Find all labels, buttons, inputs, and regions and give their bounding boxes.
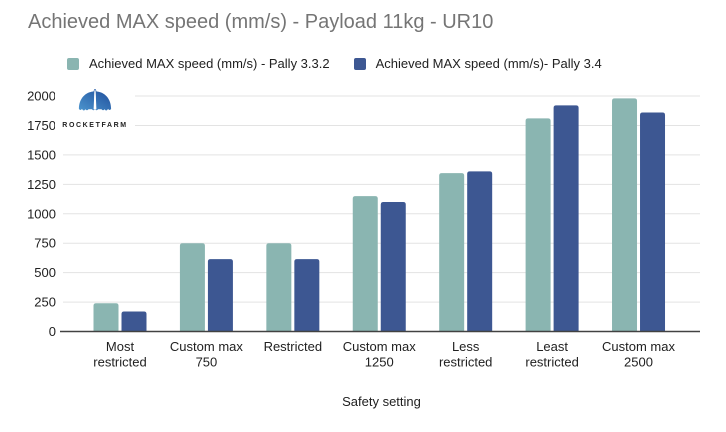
bar [439,173,465,332]
legend-item-pally-34: Achieved MAX speed (mm/s)- Pally 3.4 [353,56,602,71]
y-tick-label: 0 [49,324,56,339]
y-tick-label: 500 [34,265,56,280]
rocketfarm-logo-text: ROCKETFARM [62,122,128,129]
bar [294,259,320,332]
x-category-label: Custom max [343,339,416,354]
legend-label-pally-332: Achieved MAX speed (mm/s) - Pally 3.3.2 [89,56,330,71]
bar [640,112,666,332]
bar [179,243,205,332]
legend-item-pally-332: Achieved MAX speed (mm/s) - Pally 3.3.2 [67,56,330,71]
x-category-label: restricted [439,355,492,370]
bar [467,171,493,332]
x-category-label: Most [106,339,135,354]
x-category-label: 2500 [624,355,653,370]
bar [553,105,579,332]
legend-swatch-pally-34 [353,57,366,70]
y-tick-label: 1500 [27,147,56,162]
legend-label-pally-34: Achieved MAX speed (mm/s)- Pally 3.4 [375,56,602,71]
bar [121,311,147,332]
y-tick-label: 1250 [27,177,56,192]
x-category-label: restricted [525,355,578,370]
bar [266,243,292,332]
bar [612,98,638,332]
bar [380,201,406,332]
chart-title: Achieved MAX speed (mm/s) - Payload 11kg… [28,11,494,33]
rocketfarm-logo-icon [78,88,112,111]
x-category-label: Restricted [264,339,323,354]
legend: Achieved MAX speed (mm/s) - Pally 3.3.2 … [67,56,602,71]
y-tick-label: 2000 [27,89,56,104]
rocketfarm-logo: ROCKETFARM [55,86,135,131]
bar [352,196,378,332]
x-category-label: Custom max [602,339,675,354]
x-category-label: 750 [196,355,218,370]
bar [525,118,551,332]
x-category-label: restricted [93,355,146,370]
bar [207,259,233,332]
bar [93,303,119,332]
x-category-label: Less [452,339,480,354]
y-tick-label: 1750 [27,118,56,133]
x-category-label: Least [536,339,568,354]
x-category-label: Custom max [170,339,243,354]
x-axis-title: Safety setting [342,394,421,409]
y-tick-label: 1000 [27,206,56,221]
legend-swatch-pally-332 [67,57,79,70]
y-tick-label: 750 [34,236,56,251]
y-tick-label: 250 [34,295,56,310]
x-category-label: 1250 [365,355,394,370]
